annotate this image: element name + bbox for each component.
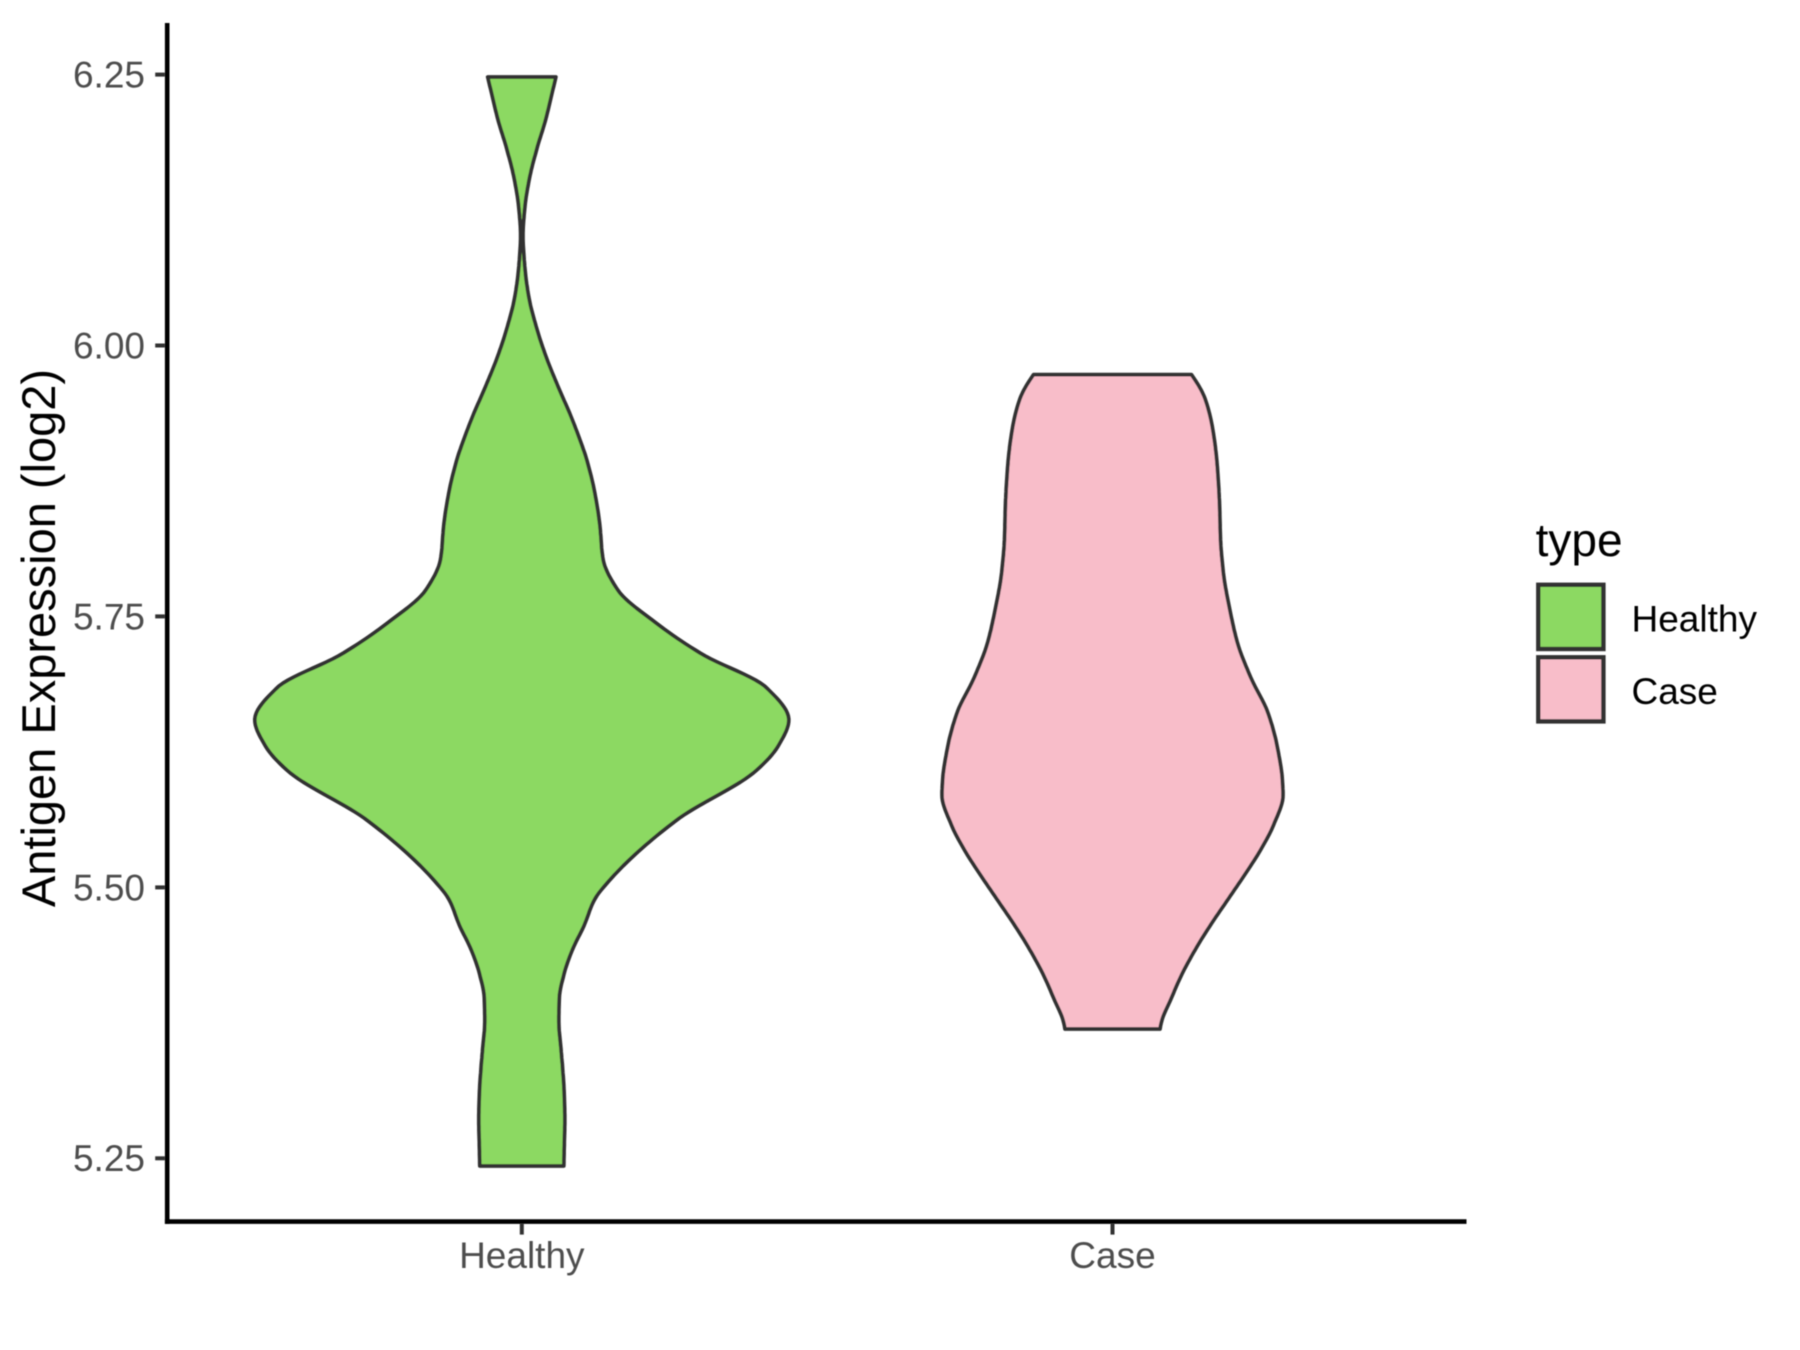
svg-text:Healthy: Healthy <box>1632 599 1758 640</box>
svg-text:5.50: 5.50 <box>73 867 145 908</box>
svg-text:type: type <box>1536 514 1623 566</box>
svg-text:6.00: 6.00 <box>73 325 145 366</box>
svg-text:6.25: 6.25 <box>73 55 145 96</box>
svg-text:5.75: 5.75 <box>73 596 145 637</box>
svg-text:5.25: 5.25 <box>73 1138 145 1179</box>
svg-text:Case: Case <box>1632 671 1718 712</box>
svg-text:Case: Case <box>1069 1235 1155 1276</box>
svg-text:Healthy: Healthy <box>459 1235 585 1276</box>
svg-text:Antigen Expression (log2): Antigen Expression (log2) <box>12 369 65 907</box>
